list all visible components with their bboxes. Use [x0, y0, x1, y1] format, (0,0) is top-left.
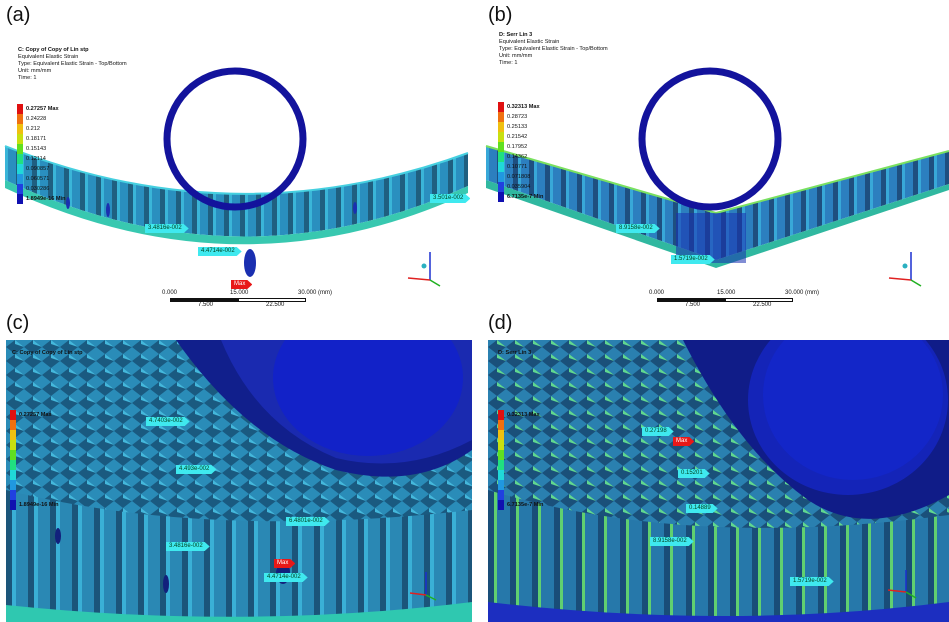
panel-c-model — [6, 340, 472, 622]
probe-label: 4.4714e-002 — [264, 573, 308, 582]
beam-body — [5, 146, 468, 237]
panel-a-label: (a) — [6, 4, 31, 26]
panel-b-viewport: D: Serr Lin 3 Equivalent Elastic Strain … — [481, 28, 949, 308]
max-probe-label: Max — [274, 559, 295, 568]
probe-label: 3.4816e-002 — [145, 224, 189, 233]
panel-d-viewport: D: Serr Lin 3 0.32313 Max 6.7135e-7 Min … — [488, 340, 949, 622]
probe-label: 1.5719e-002 — [790, 577, 834, 586]
roller-ring — [638, 67, 782, 211]
axis-triad — [887, 570, 917, 599]
max-probe-label: Max — [231, 280, 252, 289]
probe-label: 4.493e-002 — [176, 465, 216, 474]
panel-a-header: C: Copy of Copy of Lin stp Equivalent El… — [18, 47, 127, 81]
probe-label: 0.14889 — [686, 504, 718, 513]
probe-label: 4.7403e-002 — [146, 417, 190, 426]
probe-label: 6.4801e-002 — [286, 517, 330, 526]
probe-label: 0.15201 — [678, 469, 710, 478]
panel-a-scale-bar: 0.000 15.000 30.000 (mm) 7.500 22.500 — [162, 290, 333, 308]
axis-triad — [407, 252, 441, 287]
panel-b-header: D: Serr Lin 3 Equivalent Elastic Strain … — [499, 32, 608, 66]
probe-label: 1.5719e-002 — [671, 255, 715, 264]
beam-bottom-edge — [5, 180, 468, 245]
panel-b-label: (b) — [488, 4, 513, 26]
panel-c-label: (c) — [6, 312, 30, 334]
panel-d-label: (d) — [488, 312, 513, 334]
panel-b-legend: 0.32313 Max 0.28723 0.25133 0.21542 0.17… — [498, 102, 598, 202]
panel-a-model — [4, 67, 469, 287]
panel-b-scale-bar: 0.000 15.000 30.000 (mm) 7.500 22.500 — [649, 290, 820, 308]
axis-triad — [888, 252, 922, 287]
panel-a-legend: 0.27257 Max 0.24228 0.212 0.18171 0.1514… — [17, 104, 117, 204]
panel-c-viewport: C: Copy of Copy of Lin stp 0.27257 Max 1… — [6, 340, 472, 622]
panel-d-header: D: Serr Lin 3 — [498, 350, 532, 356]
panel-d-legend: 0.32313 Max 6.7135e-7 Min — [498, 410, 588, 510]
probe-label: 3.4816e-002 — [166, 542, 210, 551]
probe-label: 4.4714e-002 — [198, 247, 242, 256]
probe-label: 0.27198 — [642, 427, 674, 436]
probe-label: 3.501e-002 — [430, 194, 470, 203]
panel-b-model — [485, 67, 949, 287]
probe-label: 8.9158e-002 — [650, 537, 694, 546]
panel-c-header: C: Copy of Copy of Lin stp — [12, 350, 83, 356]
max-probe-label: Max — [673, 437, 694, 446]
axis-triad — [409, 572, 437, 601]
roller-ring — [163, 67, 307, 211]
panel-a-viewport: C: Copy of Copy of Lin stp Equivalent El… — [0, 28, 470, 308]
probe-label: 8.9158e-002 — [616, 224, 660, 233]
panel-d-model — [488, 340, 949, 622]
panel-c-legend: 0.27257 Max 1.8949e-16 Min — [10, 410, 100, 510]
